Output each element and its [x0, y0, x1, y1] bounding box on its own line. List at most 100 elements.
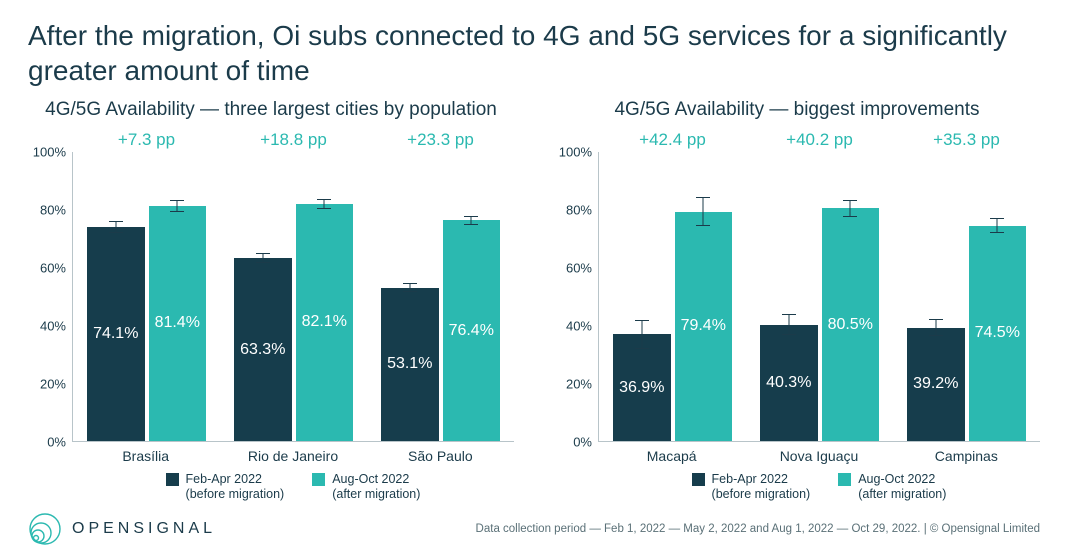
legend-item-after: Aug-Oct 2022(after migration) [312, 472, 420, 502]
x-label: Nova Iguaçu [745, 442, 892, 464]
legend-line2: (before migration) [186, 487, 285, 502]
bar-value-label: 76.4% [449, 322, 494, 340]
bar-groups: +7.3 pp74.1%81.4%+18.8 pp63.3%82.1%+23.3… [73, 152, 514, 441]
bar-group: +42.4 pp36.9%79.4% [599, 152, 746, 441]
brand-text: OPENSIGNAL [72, 520, 216, 538]
error-bar [782, 314, 796, 334]
bar-group: +23.3 pp53.1%76.4% [367, 152, 514, 441]
x-label: Campinas [893, 442, 1040, 464]
y-tick: 20% [566, 377, 592, 392]
legend-swatch [166, 473, 179, 486]
bar-group: +40.2 pp40.3%80.5% [746, 152, 893, 441]
delta-label: +18.8 pp [220, 130, 367, 150]
y-tick: 0% [573, 435, 592, 450]
legend: Feb-Apr 2022(before migration) Aug-Oct 20… [598, 472, 1040, 502]
y-tick: 60% [566, 261, 592, 276]
y-tick: 0% [47, 435, 66, 450]
bar-before: 63.3% [234, 258, 292, 441]
x-label: Brasília [72, 442, 219, 464]
y-tick: 100% [33, 145, 66, 160]
y-tick: 20% [40, 377, 66, 392]
error-bar [635, 320, 649, 349]
legend-line2: (before migration) [712, 487, 811, 502]
legend-swatch [692, 473, 705, 486]
legend-item-after: Aug-Oct 2022(after migration) [838, 472, 946, 502]
error-bar [170, 200, 184, 212]
legend-item-before: Feb-Apr 2022(before migration) [166, 472, 285, 502]
chart-panel-1: 4G/5G Availability — biggest improvement… [554, 98, 1040, 502]
y-tick: 60% [40, 261, 66, 276]
bar-value-label: 81.4% [155, 314, 200, 332]
error-bar [403, 283, 417, 292]
error-bar [317, 199, 331, 209]
delta-label: +40.2 pp [746, 130, 893, 150]
y-tick: 100% [559, 145, 592, 160]
bar-after: 82.1% [296, 204, 354, 441]
legend-item-before: Feb-Apr 2022(before migration) [692, 472, 811, 502]
x-label: Rio de Janeiro [219, 442, 366, 464]
bar-before: 36.9% [613, 334, 671, 441]
legend-text: Feb-Apr 2022(before migration) [186, 472, 285, 502]
bar-before: 74.1% [87, 227, 145, 441]
legend-swatch [312, 473, 325, 486]
bar-value-label: 82.1% [302, 313, 347, 331]
bar-value-label: 80.5% [828, 316, 873, 334]
y-tick: 40% [566, 319, 592, 334]
bar-value-label: 40.3% [766, 374, 811, 392]
bar-value-label: 53.1% [387, 355, 432, 373]
legend-line2: (after migration) [332, 487, 420, 502]
plot-wrap: 0%20%40%60%80%100%+42.4 pp36.9%79.4%+40.… [554, 152, 1040, 442]
error-bar [696, 197, 710, 226]
legend-line1: Aug-Oct 2022 [858, 472, 946, 487]
bar-after: 80.5% [822, 208, 880, 441]
bar-value-label: 74.5% [975, 324, 1020, 342]
bar-value-label: 79.4% [681, 317, 726, 335]
charts-row: 4G/5G Availability — three largest citie… [28, 98, 1040, 502]
x-axis-labels: BrasíliaRio de JaneiroSão Paulo [72, 442, 514, 464]
legend-text: Feb-Apr 2022(before migration) [712, 472, 811, 502]
bar-before: 39.2% [907, 328, 965, 441]
opensignal-logo-icon [28, 512, 62, 546]
bar-before: 40.3% [760, 325, 818, 441]
bar-after: 74.5% [969, 226, 1027, 441]
legend: Feb-Apr 2022(before migration) Aug-Oct 20… [72, 472, 514, 502]
footnote: Data collection period — Feb 1, 2022 — M… [476, 523, 1040, 535]
brand: OPENSIGNAL [28, 512, 216, 546]
bar-groups: +42.4 pp36.9%79.4%+40.2 pp40.3%80.5%+35.… [599, 152, 1040, 441]
footer: OPENSIGNAL Data collection period — Feb … [28, 512, 1040, 546]
error-bar [256, 253, 270, 263]
y-tick: 40% [40, 319, 66, 334]
y-tick: 80% [566, 203, 592, 218]
chart-panel-0: 4G/5G Availability — three largest citie… [28, 98, 514, 502]
delta-label: +42.4 pp [599, 130, 746, 150]
bar-value-label: 39.2% [913, 375, 958, 393]
legend-swatch [838, 473, 851, 486]
legend-line1: Feb-Apr 2022 [712, 472, 811, 487]
legend-text: Aug-Oct 2022(after migration) [858, 472, 946, 502]
plot-area: +42.4 pp36.9%79.4%+40.2 pp40.3%80.5%+35.… [598, 152, 1040, 442]
x-axis-labels: MacapáNova IguaçuCampinas [598, 442, 1040, 464]
bar-after: 79.4% [675, 212, 733, 441]
delta-label: +7.3 pp [73, 130, 220, 150]
bar-after: 76.4% [443, 220, 501, 441]
delta-label: +23.3 pp [367, 130, 514, 150]
bar-group: +18.8 pp63.3%82.1% [220, 152, 367, 441]
error-bar [843, 200, 857, 217]
bar-value-label: 63.3% [240, 341, 285, 359]
x-label: Macapá [598, 442, 745, 464]
bar-value-label: 36.9% [619, 379, 664, 397]
bar-group: +7.3 pp74.1%81.4% [73, 152, 220, 441]
error-bar [990, 218, 1004, 233]
bar-value-label: 74.1% [93, 325, 138, 343]
legend-line1: Feb-Apr 2022 [186, 472, 285, 487]
error-bar [929, 319, 943, 336]
legend-text: Aug-Oct 2022(after migration) [332, 472, 420, 502]
y-axis: 0%20%40%60%80%100% [28, 152, 72, 442]
error-bar [109, 221, 123, 233]
y-axis: 0%20%40%60%80%100% [554, 152, 598, 442]
bar-before: 53.1% [381, 288, 439, 441]
legend-line1: Aug-Oct 2022 [332, 472, 420, 487]
error-bar [464, 216, 478, 225]
page-title: After the migration, Oi subs connected t… [28, 18, 1040, 88]
bar-group: +35.3 pp39.2%74.5% [893, 152, 1040, 441]
